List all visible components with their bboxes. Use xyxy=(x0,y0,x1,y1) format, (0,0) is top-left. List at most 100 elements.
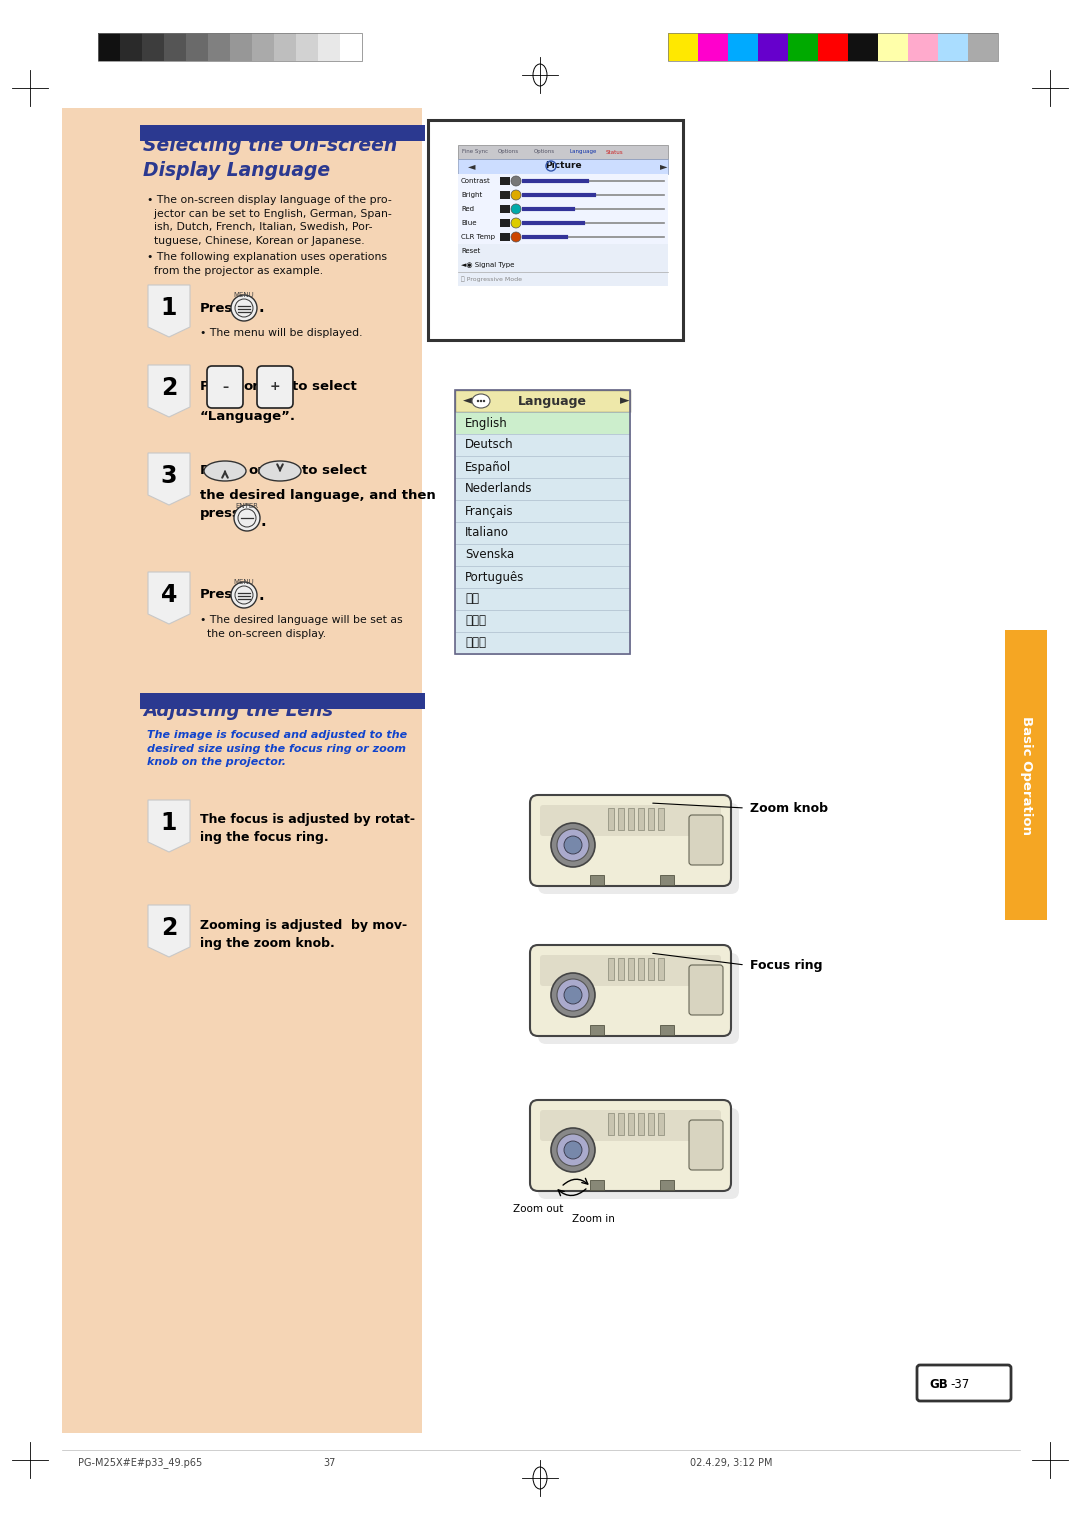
Bar xyxy=(455,500,630,523)
Text: .: . xyxy=(258,301,264,315)
Circle shape xyxy=(511,232,521,241)
Text: Options: Options xyxy=(498,150,519,154)
Polygon shape xyxy=(148,452,190,504)
Bar xyxy=(627,958,634,979)
Polygon shape xyxy=(148,365,190,417)
Text: 汉语: 汉语 xyxy=(465,593,480,605)
Text: 한국어: 한국어 xyxy=(465,614,486,628)
Bar xyxy=(458,244,669,258)
Ellipse shape xyxy=(472,394,490,408)
FancyBboxPatch shape xyxy=(538,953,739,1044)
Bar xyxy=(455,544,630,565)
Text: Status: Status xyxy=(606,150,623,154)
Bar xyxy=(638,958,644,979)
Bar xyxy=(627,1112,634,1135)
Bar xyxy=(455,565,630,588)
Text: Français: Français xyxy=(465,504,514,518)
Text: The image is focused and adjusted to the
desired size using the focus ring or zo: The image is focused and adjusted to the… xyxy=(147,730,407,767)
Bar xyxy=(500,177,510,185)
Bar xyxy=(140,694,426,709)
Text: –: – xyxy=(221,380,228,394)
FancyBboxPatch shape xyxy=(689,966,723,1015)
Circle shape xyxy=(511,219,521,228)
Text: ◄◉ Signal Type: ◄◉ Signal Type xyxy=(461,261,514,267)
Bar xyxy=(669,34,698,61)
Bar xyxy=(62,108,422,1433)
Bar xyxy=(458,258,669,272)
FancyBboxPatch shape xyxy=(917,1365,1011,1401)
Text: Deutsch: Deutsch xyxy=(465,439,514,451)
Bar xyxy=(968,34,998,61)
Polygon shape xyxy=(148,801,190,853)
Bar xyxy=(164,34,186,61)
FancyBboxPatch shape xyxy=(257,367,293,408)
Bar xyxy=(455,434,630,455)
Bar xyxy=(252,34,274,61)
Text: Press: Press xyxy=(200,380,241,394)
Text: 02.4.29, 3:12 PM: 02.4.29, 3:12 PM xyxy=(690,1458,772,1468)
Text: Zooming is adjusted  by mov-: Zooming is adjusted by mov- xyxy=(200,918,407,932)
Circle shape xyxy=(511,189,521,200)
Bar xyxy=(590,1180,604,1190)
Bar xyxy=(318,34,340,61)
Bar xyxy=(455,390,630,413)
Text: ◄: ◄ xyxy=(468,160,475,171)
Circle shape xyxy=(564,986,582,1004)
Circle shape xyxy=(476,400,480,402)
Text: the desired language, and then: the desired language, and then xyxy=(200,489,435,503)
Bar xyxy=(648,958,654,979)
Bar xyxy=(428,121,683,341)
Text: ◄: ◄ xyxy=(463,394,473,408)
Circle shape xyxy=(234,504,260,532)
Text: ing the zoom knob.: ing the zoom knob. xyxy=(200,937,335,949)
Circle shape xyxy=(557,979,589,1012)
Bar xyxy=(627,808,634,830)
Bar xyxy=(455,478,630,500)
Bar xyxy=(186,34,208,61)
Bar xyxy=(208,34,230,61)
Text: Español: Español xyxy=(465,460,511,474)
Bar xyxy=(140,125,426,141)
Text: to select: to select xyxy=(292,380,356,394)
Bar xyxy=(458,272,669,286)
FancyBboxPatch shape xyxy=(538,1108,739,1199)
Bar xyxy=(698,34,728,61)
Bar xyxy=(455,390,630,654)
Bar xyxy=(458,145,669,159)
Text: 日本語: 日本語 xyxy=(465,637,486,649)
Text: CLR Temp: CLR Temp xyxy=(461,234,495,240)
Text: Blue: Blue xyxy=(461,220,476,226)
Text: Display Language: Display Language xyxy=(143,160,330,180)
Bar xyxy=(908,34,939,61)
Text: or: or xyxy=(248,465,264,477)
Bar xyxy=(500,191,510,199)
FancyBboxPatch shape xyxy=(540,1109,721,1141)
Bar xyxy=(296,34,318,61)
Bar xyxy=(1005,630,1047,920)
Bar xyxy=(500,232,510,241)
Text: 1: 1 xyxy=(161,296,177,319)
Text: Italiano: Italiano xyxy=(465,527,509,539)
Bar xyxy=(274,34,296,61)
Text: Red: Red xyxy=(461,206,474,212)
Text: • The desired language will be set as
  the on-screen display.: • The desired language will be set as th… xyxy=(200,614,403,639)
Circle shape xyxy=(511,176,521,186)
Circle shape xyxy=(511,205,521,214)
Text: ing the focus ring.: ing the focus ring. xyxy=(200,831,328,845)
FancyBboxPatch shape xyxy=(540,955,721,986)
Bar xyxy=(638,808,644,830)
Bar xyxy=(458,202,669,215)
Bar xyxy=(500,219,510,228)
Bar xyxy=(788,34,818,61)
Text: ►: ► xyxy=(660,160,667,171)
Text: 2: 2 xyxy=(161,376,177,400)
Text: 2: 2 xyxy=(161,915,177,940)
Circle shape xyxy=(557,830,589,860)
Bar xyxy=(648,1112,654,1135)
Text: Basic Operation: Basic Operation xyxy=(1020,715,1032,834)
Bar xyxy=(660,1025,674,1034)
Text: -37: -37 xyxy=(950,1378,969,1390)
Text: English: English xyxy=(465,417,508,429)
Text: • The on-screen display language of the pro-
  jector can be set to English, Ger: • The on-screen display language of the … xyxy=(147,196,392,246)
Text: 3: 3 xyxy=(161,465,177,487)
